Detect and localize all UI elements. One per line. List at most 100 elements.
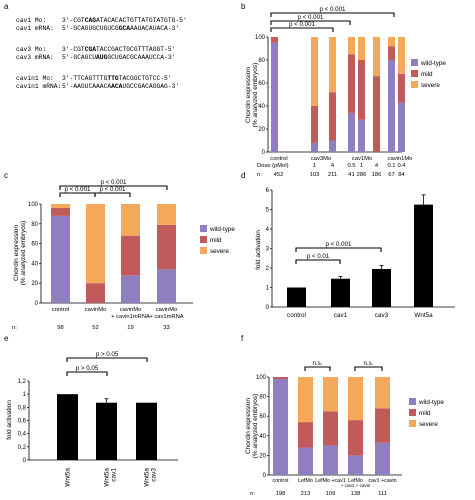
panel-f-label: f — [241, 334, 244, 343]
y-tick-label: 0 — [23, 458, 27, 464]
panel-e-label: e — [4, 334, 9, 343]
x-category-label: Wnt5a — [65, 468, 72, 487]
sequence-text: 5'-GCAGUGCUGUCGGCAAAUACAUACA-3' — [62, 25, 179, 32]
n-label: n: — [257, 172, 262, 178]
legend-swatch — [411, 59, 418, 66]
dose-value: 0.1 — [387, 163, 395, 169]
x-category-label: cavin1Mo — [388, 156, 413, 162]
sequence-text: 5'-AAGUCAAACAACAUGCCGACAGGAG-3' — [62, 83, 179, 90]
panel-a-sequences: cav1 Mo: 3'-CGTCAGATACACACTGTTATGTATGTG-5… — [16, 17, 187, 90]
x-category-label: cav1 +cavin — [368, 478, 396, 484]
bar-segment-wild — [388, 60, 395, 152]
bar-segment-severe — [311, 37, 318, 106]
significance-bracket — [270, 12, 395, 17]
legend-entry: severe — [419, 421, 438, 428]
y-tick-label: 0,6 — [18, 419, 27, 425]
bar — [414, 204, 433, 307]
bar-segment-mild — [348, 54, 355, 113]
sequence-text: 3'-CGTCGATACCGACTGCGTTTAGGT-5' — [62, 46, 175, 53]
bar-segment-wild — [348, 112, 355, 152]
sequence-text: 3'-TTCAGTTTGTTGTACGGCTGTCC-5' — [62, 75, 172, 82]
dose-label: Dose (pMol) — [257, 163, 289, 169]
panel-b-label: b — [241, 2, 246, 11]
bar-segment-wild — [311, 142, 318, 152]
bar-segment-severe — [398, 37, 405, 74]
n-value: 211 — [328, 172, 337, 178]
bar-segment-wild — [329, 140, 336, 152]
bar-segment-mild — [398, 73, 405, 103]
legend-entry: wild-type — [209, 226, 235, 233]
legend-entry: severe — [421, 82, 440, 89]
y-tick-label: 1,2 — [18, 379, 27, 385]
y-axis-label: Chordin expression — [245, 398, 252, 454]
x-category-label: control — [52, 307, 69, 313]
y-tick-label: 60 — [259, 414, 266, 420]
bar — [372, 268, 391, 307]
y-tick-label: 80 — [31, 222, 38, 228]
bar-segment-severe — [323, 377, 338, 412]
bar — [287, 287, 306, 307]
bar-segment-mild — [358, 60, 365, 120]
significance-bracket — [66, 357, 148, 362]
bar-segment-severe — [51, 204, 70, 208]
bar-segment-wild — [358, 119, 365, 152]
bar-segment-wild — [157, 269, 176, 303]
x-category-label: cav3 — [375, 312, 389, 319]
bar-segment-mild — [86, 283, 105, 303]
bar-segment-mild — [298, 422, 313, 448]
legend-swatch — [411, 81, 418, 88]
y-tick-label: 40 — [259, 434, 266, 440]
x-category-label: cav3Mo — [311, 156, 331, 162]
y-axis-label: Chordin expression — [245, 67, 252, 123]
bar-segment-severe — [388, 37, 395, 47]
significance-label: p < 0.01 — [307, 253, 330, 260]
bar — [57, 394, 78, 460]
bar-segment-wild — [375, 442, 390, 475]
sequence-text: 3'-CGTCAGATACACACTGTTATGTATGTG-5' — [62, 17, 187, 24]
y-tick-label: 0 — [263, 473, 267, 479]
bar-segment-wild — [323, 445, 338, 475]
dose-value: 1 — [313, 163, 316, 169]
legend-swatch — [409, 398, 416, 405]
legend-entry: mild — [210, 237, 222, 244]
y-tick-label: 80 — [258, 58, 265, 64]
bar-segment-mild — [271, 37, 278, 43]
y-axis-label: (% analyzed embryos) — [252, 394, 259, 459]
significance-label: n.s. — [313, 360, 323, 367]
bar — [96, 402, 117, 460]
y-tick-label: 80 — [259, 395, 266, 401]
bar-segment-severe — [348, 37, 355, 55]
x-category-label: Wnt5acav1 — [104, 468, 118, 487]
significance-bracket — [354, 366, 383, 371]
bar-segment-mild — [373, 76, 380, 152]
y-tick-label: 1 — [266, 286, 270, 292]
significance-bracket — [59, 192, 96, 197]
bar-segment-wild — [271, 42, 278, 152]
x-category-label: cav1Mo — [352, 156, 372, 162]
x-category-label: LefMo — [298, 478, 313, 484]
bar-segment-mild — [157, 224, 176, 270]
significance-label: p < 0.001 — [289, 21, 316, 28]
y-tick-label: 20 — [259, 453, 266, 459]
sequence-label: cavin1 Mo: — [16, 75, 54, 82]
bar-segment-wild — [121, 275, 140, 303]
n-value: 41 — [348, 172, 354, 178]
bar-segment-mild — [375, 408, 390, 443]
y-tick-label: 0 — [35, 301, 39, 307]
legend-entry: mild — [421, 71, 433, 78]
panel-a-label: a — [4, 2, 9, 11]
bar-segment-wild — [273, 378, 288, 475]
x-category-label: control — [270, 156, 287, 162]
n-value: 84 — [398, 172, 405, 178]
significance-bracket — [270, 27, 334, 32]
significance-bracket — [304, 366, 331, 371]
sequence-label: cav3 Mo: — [16, 46, 46, 53]
x-category-label: control — [273, 478, 289, 484]
panel-c-label: c — [4, 171, 8, 180]
y-tick-label: 100 — [28, 202, 39, 208]
x-category-label: cav1 — [334, 312, 348, 319]
dose-value: 4 — [331, 163, 335, 169]
bar-segment-severe — [358, 37, 365, 60]
n-value: 67 — [388, 172, 394, 178]
y-tick-label: 40 — [31, 261, 38, 267]
